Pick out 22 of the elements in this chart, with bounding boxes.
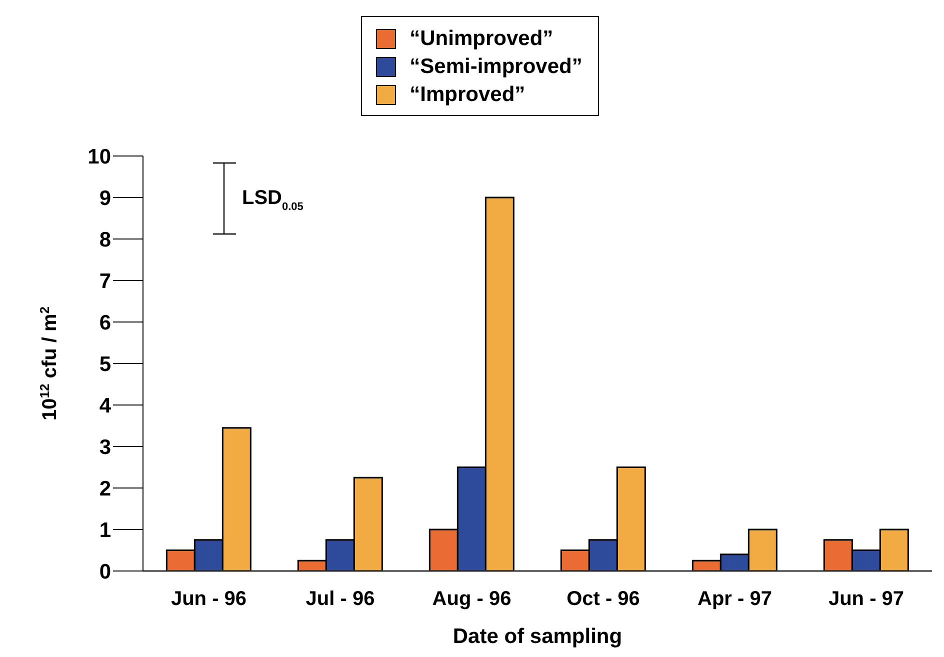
x-tick-label: Apr - 97 (698, 588, 772, 610)
x-tick-label: Jun - 96 (170, 588, 247, 610)
y-tick-label: 2 (99, 477, 111, 500)
y-tick-label: 5 (99, 352, 112, 376)
y-tick-label: 6 (99, 311, 111, 334)
annotation: LSD$_{0.05}$ (242, 187, 304, 213)
legend-label: “Improved” (410, 83, 526, 107)
y-tick-label: 10 (88, 145, 111, 168)
y-tick-label: 7 (99, 270, 111, 293)
legend-label: “Unimproved” (410, 27, 554, 51)
legend-label: “Semi-improved” (410, 55, 582, 79)
y-tick-label: 4 (99, 394, 112, 418)
x-tick-label: Jul - 96 (306, 588, 375, 610)
x-tick-label: Oct - 96 (566, 588, 640, 610)
y-tick-label: 1 (99, 518, 112, 542)
y-tick-label: 9 (99, 186, 111, 210)
x-tick-label: Aug - 96 (432, 588, 512, 610)
x-tick-label: Jun - 97 (828, 588, 904, 610)
y-tick-label: 3 (99, 436, 111, 459)
x-axis-title: Date of sampling (452, 625, 622, 648)
y-tick-label: 8 (99, 228, 112, 252)
y-tick-label: 0 (99, 560, 111, 584)
